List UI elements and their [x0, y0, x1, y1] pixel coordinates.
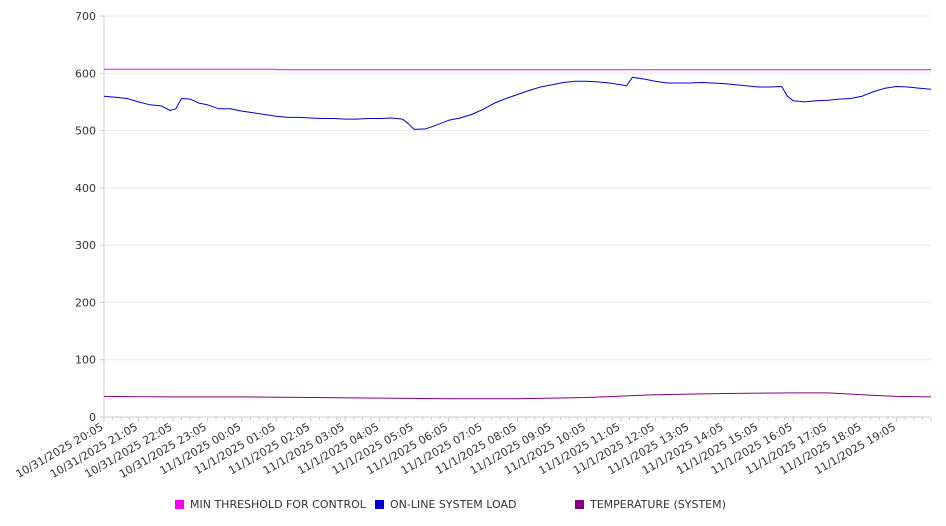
y-tick-label: 200: [75, 296, 96, 309]
legend-swatch-min-threshold: [175, 500, 184, 509]
axes: [103, 16, 931, 418]
y-tick-label: 400: [75, 182, 96, 195]
y-tick-label: 600: [75, 67, 96, 80]
y-tick-label: 700: [75, 10, 96, 23]
y-tick-label: 500: [75, 125, 96, 138]
y-tick-label: 0: [89, 411, 96, 424]
y-tick-label: 300: [75, 239, 96, 252]
legend-swatch-system-load: [375, 500, 384, 509]
series-lines: [103, 68, 932, 400]
legend-label-system-load: ON-LINE SYSTEM LOAD: [390, 498, 517, 511]
series-line-temperature: [103, 392, 932, 400]
series-line-min-threshold: [104, 68, 931, 71]
series-line-system-load: [103, 76, 932, 130]
legend-label-temperature: TEMPERATURE (SYSTEM): [590, 498, 726, 511]
legend-item-min-threshold: MIN THRESHOLD FOR CONTROL: [175, 498, 366, 511]
line-chart: 0 100 200 300 400 500 600 700 10/31/2025 20:051…: [14, 10, 932, 481]
legend-swatch-temperature: [575, 500, 584, 509]
legend-item-temperature: TEMPERATURE (SYSTEM): [575, 498, 726, 511]
y-tick-label: 100: [75, 354, 96, 367]
legend-label-min-threshold: MIN THRESHOLD FOR CONTROL: [190, 498, 366, 511]
legend-item-system-load: ON-LINE SYSTEM LOAD: [375, 498, 516, 511]
y-axis-ticks: 0 100 200 300 400 500 600 700: [75, 10, 104, 424]
legend: MIN THRESHOLD FOR CONTROL ON-LINE SYSTEM…: [0, 498, 946, 514]
gridlines: [104, 15, 931, 361]
